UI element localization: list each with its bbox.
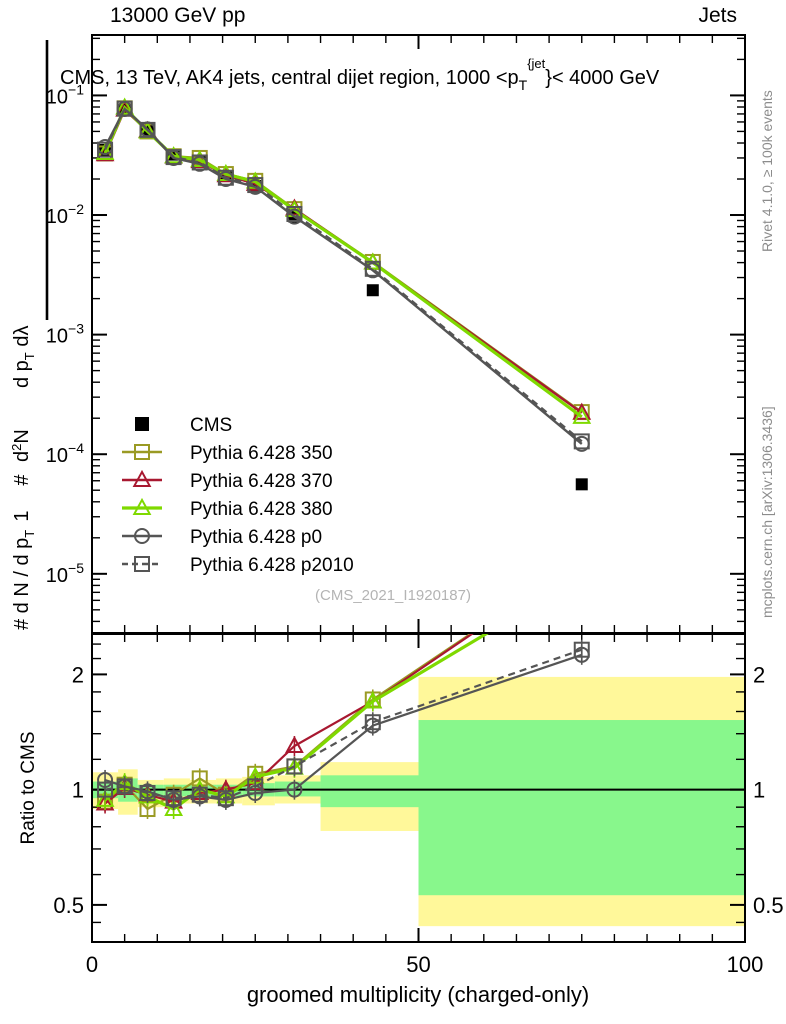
series-marker-5-8: [364, 260, 381, 277]
ylabel-numerator: d2N: [9, 429, 33, 462]
series-marker-5-9: [573, 433, 590, 450]
ratio-marker-2-0: [95, 789, 115, 807]
main-ytick-label-2: 10−3: [46, 321, 84, 348]
main-ytick-label-4: 10−5: [46, 560, 84, 587]
ratio-marker-2-8: [363, 691, 383, 709]
ratio-ytick-label-left-2: 0.5: [53, 893, 84, 918]
legend-marker-3: [132, 497, 152, 515]
series-marker-5-6: [247, 177, 264, 194]
legend-marker-2: [132, 469, 152, 487]
legend-label-3: Pythia 6.428 380: [190, 499, 333, 520]
legend-marker-5: [134, 556, 150, 572]
legend-label-2: Pythia 6.428 370: [190, 471, 333, 492]
ratio-marker-4-1: [116, 778, 133, 795]
ratio-marker-4-4: [191, 786, 208, 803]
ratio-marker-3-7: [286, 781, 303, 798]
main-ytick-label-0: 10−1: [46, 81, 84, 108]
side-label-mcplots: mcplots.cern.ch [arXiv:1306.3436]: [759, 406, 775, 618]
ratio-marker-4-3: [165, 790, 182, 807]
ratio-ytick-label-right-0: 2: [753, 662, 765, 687]
legend-label-1: Pythia 6.428 350: [190, 443, 333, 464]
ratio-uncertainty-bands: [92, 676, 745, 927]
legend-item-3[interactable]: Pythia 6.428 380: [122, 497, 333, 520]
ratio-axis-label: Ratio to CMS: [18, 732, 39, 845]
ylabel-denominator: # d N / d pT: [11, 530, 37, 630]
x-tick-label-2: 100: [727, 952, 764, 977]
plot-title-text: CMS, 13 TeV, AK4 jets, central dijet reg…: [60, 56, 660, 93]
ratio-panel-series: [95, 634, 590, 820]
series-marker-0-9: [575, 478, 588, 491]
ratio-line-4: [104, 648, 583, 800]
ylabel-numerator-den: d pT dλ: [11, 326, 37, 388]
ratio-ytick-label-left-0: 2: [72, 662, 84, 687]
legend-item-0[interactable]: CMS: [135, 415, 232, 436]
x-tick-label-0: 0: [86, 952, 98, 977]
legend-label-4: Pythia 6.428 p0: [190, 527, 322, 548]
x-tick-label-1: 50: [406, 952, 430, 977]
series-marker-0-8: [366, 284, 379, 297]
ratio-marker-4-8: [364, 714, 381, 731]
ratio-marker-4-9: [573, 641, 590, 658]
ylabel-fraction-one: 1: [11, 510, 33, 521]
ratio-marker-4-7: [286, 758, 303, 775]
legend: CMS Pythia 6.428 350 Pythia 6.428 370 Pythi…: [122, 415, 354, 576]
legend-marker-0: [135, 417, 149, 431]
series-marker-5-5: [217, 169, 234, 186]
series-line-4: [104, 107, 583, 445]
series-marker-5-3: [165, 149, 182, 166]
analysis-id-watermark: (CMS_2021_I1920187): [315, 587, 471, 604]
band-green-9: [418, 720, 745, 896]
legend-item-2[interactable]: Pythia 6.428 370: [122, 469, 333, 492]
ylabel-num-hash: #: [11, 474, 33, 486]
plot-title: CMS, 13 TeV, AK4 jets, central dijet reg…: [60, 56, 660, 93]
ratio-line-3: [104, 653, 583, 802]
legend-item-4[interactable]: Pythia 6.428 p0: [122, 527, 322, 548]
ratio-marker-4-0: [97, 781, 114, 798]
legend-marker-4: [134, 528, 150, 544]
series-marker-5-0: [97, 141, 114, 158]
ratio-marker-1-7: [285, 735, 304, 753]
ratio-marker-4-6: [247, 778, 264, 795]
ratio-marker-4-2: [139, 785, 156, 802]
legend-item-1[interactable]: Pythia 6.428 350: [122, 443, 333, 464]
series-marker-5-1: [116, 100, 133, 117]
series-marker-5-7: [286, 205, 303, 222]
ratio-marker-2-3: [164, 798, 184, 816]
series-marker-5-4: [191, 154, 208, 171]
series-marker-2-9: [572, 402, 592, 420]
series-marker-3-1: [115, 97, 135, 115]
main-ytick-label-1: 10−2: [46, 201, 84, 228]
legend-marker-1: [134, 444, 150, 460]
legend-label-5: Pythia 6.428 p2010: [190, 555, 354, 576]
side-label-rivet: Rivet 4.1.0, ≥ 100k events: [759, 90, 775, 252]
ratio-ytick-label-left-1: 1: [72, 778, 84, 803]
main-ytick-label-3: 10−4: [46, 440, 84, 467]
band-green-8: [320, 775, 419, 808]
header-analysis-category: Jets: [698, 4, 737, 27]
legend-label-0: CMS: [190, 415, 232, 436]
ratio-ytick-label-right-1: 1: [753, 778, 765, 803]
series-line-5: [104, 106, 583, 443]
y-axis-label: # d2N d pT dλ 1 # d N / d pT: [9, 326, 37, 630]
header-collision-energy: 13000 GeV pp: [110, 4, 245, 27]
legend-item-5[interactable]: Pythia 6.428 p2010: [122, 555, 354, 576]
series-marker-5-2: [139, 121, 156, 138]
series-marker-3-9: [572, 406, 592, 424]
ratio-ytick-label-right-2: 0.5: [753, 893, 784, 918]
x-axis-label: groomed multiplicity (charged-only): [247, 982, 589, 1007]
ratio-marker-4-5: [217, 790, 234, 807]
main-panel-series: [95, 97, 592, 491]
